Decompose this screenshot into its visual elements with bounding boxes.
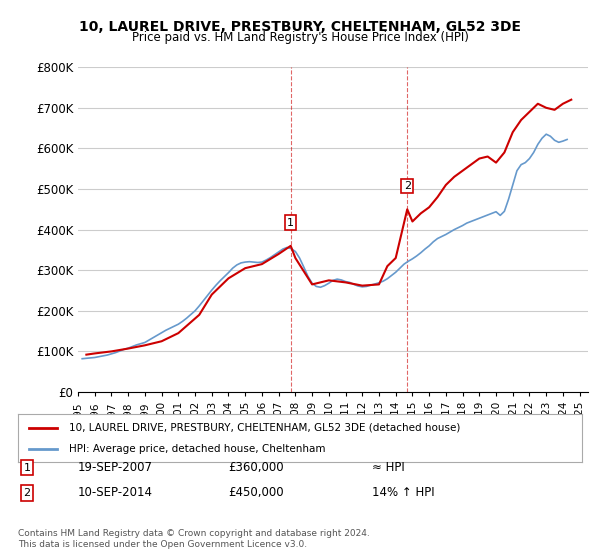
Text: £360,000: £360,000 xyxy=(228,461,284,474)
Text: £450,000: £450,000 xyxy=(228,486,284,500)
Text: Contains HM Land Registry data © Crown copyright and database right 2024.
This d: Contains HM Land Registry data © Crown c… xyxy=(18,529,370,549)
Text: 2: 2 xyxy=(23,488,31,498)
Text: 10, LAUREL DRIVE, PRESTBURY, CHELTENHAM, GL52 3DE: 10, LAUREL DRIVE, PRESTBURY, CHELTENHAM,… xyxy=(79,20,521,34)
Text: 10, LAUREL DRIVE, PRESTBURY, CHELTENHAM, GL52 3DE (detached house): 10, LAUREL DRIVE, PRESTBURY, CHELTENHAM,… xyxy=(69,423,460,433)
Text: 2: 2 xyxy=(404,181,411,191)
Text: 1: 1 xyxy=(287,218,294,227)
Text: HPI: Average price, detached house, Cheltenham: HPI: Average price, detached house, Chel… xyxy=(69,444,325,454)
Text: Price paid vs. HM Land Registry's House Price Index (HPI): Price paid vs. HM Land Registry's House … xyxy=(131,31,469,44)
Text: 19-SEP-2007: 19-SEP-2007 xyxy=(78,461,153,474)
Text: 10-SEP-2014: 10-SEP-2014 xyxy=(78,486,153,500)
Text: 1: 1 xyxy=(23,463,31,473)
Text: 14% ↑ HPI: 14% ↑ HPI xyxy=(372,486,434,500)
Text: ≈ HPI: ≈ HPI xyxy=(372,461,405,474)
